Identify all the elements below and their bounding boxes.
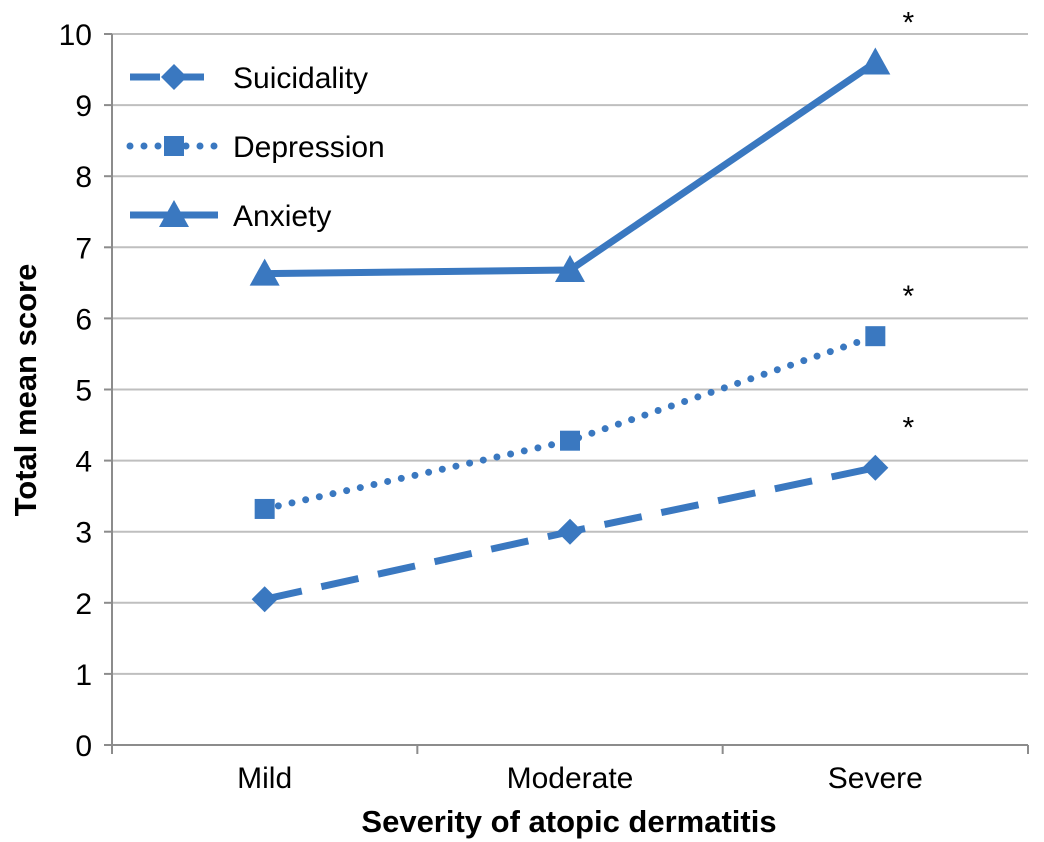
y-tick-label: 7 — [75, 232, 92, 265]
y-tick-label: 10 — [59, 19, 92, 52]
legend-marker-anxiety — [159, 200, 189, 227]
gridlines — [112, 33, 1028, 675]
legend: Suicidality Depression Anxiety — [126, 62, 385, 233]
y-tick-label: 2 — [75, 588, 92, 621]
legend-label-suicidality: Suicidality — [233, 62, 368, 95]
y-tick-label: 1 — [75, 659, 92, 692]
y-tick-label: 6 — [75, 303, 92, 336]
data-point-depression — [254, 498, 275, 519]
tick-labels: 0 1 2 3 4 5 6 7 8 9 10 Mild Moderate Severe — [59, 19, 923, 795]
data-point-anxiety — [860, 47, 891, 75]
y-tick-label: 4 — [75, 446, 92, 479]
data-point-anxiety — [555, 255, 585, 283]
y-tick-label: 5 — [75, 375, 92, 408]
y-tick-label: 0 — [75, 730, 92, 763]
x-tick-label: Mild — [237, 762, 292, 795]
significance-asterisk: * — [902, 6, 914, 39]
x-tick-label: Severe — [828, 762, 923, 795]
x-tick-label: Moderate — [507, 762, 634, 795]
x-axis-title: Severity of atopic dermatitis — [361, 804, 776, 839]
significance-asterisk: * — [902, 280, 914, 313]
significance-annotations: * * * — [902, 6, 914, 444]
axes — [104, 33, 1029, 754]
y-tick-label: 9 — [75, 90, 92, 123]
data-point-depression — [560, 430, 580, 451]
legend-marker-suicidality — [161, 64, 187, 90]
legend-label-depression: Depression — [233, 131, 385, 164]
data-point-depression — [865, 326, 886, 347]
y-tick-label: 3 — [75, 517, 92, 550]
legend-marker-depression — [164, 136, 184, 156]
data-point-suicidality — [251, 586, 278, 613]
data-point-suicidality — [557, 518, 583, 545]
data-point-anxiety — [249, 258, 280, 286]
legend-label-anxiety: Anxiety — [233, 200, 331, 233]
y-axis-title: Total mean score — [8, 264, 43, 517]
significance-asterisk: * — [902, 412, 914, 445]
series-line-depression — [261, 332, 879, 513]
y-tick-label: 8 — [75, 161, 92, 194]
data-point-suicidality — [862, 454, 889, 481]
series-lines — [249, 47, 891, 613]
